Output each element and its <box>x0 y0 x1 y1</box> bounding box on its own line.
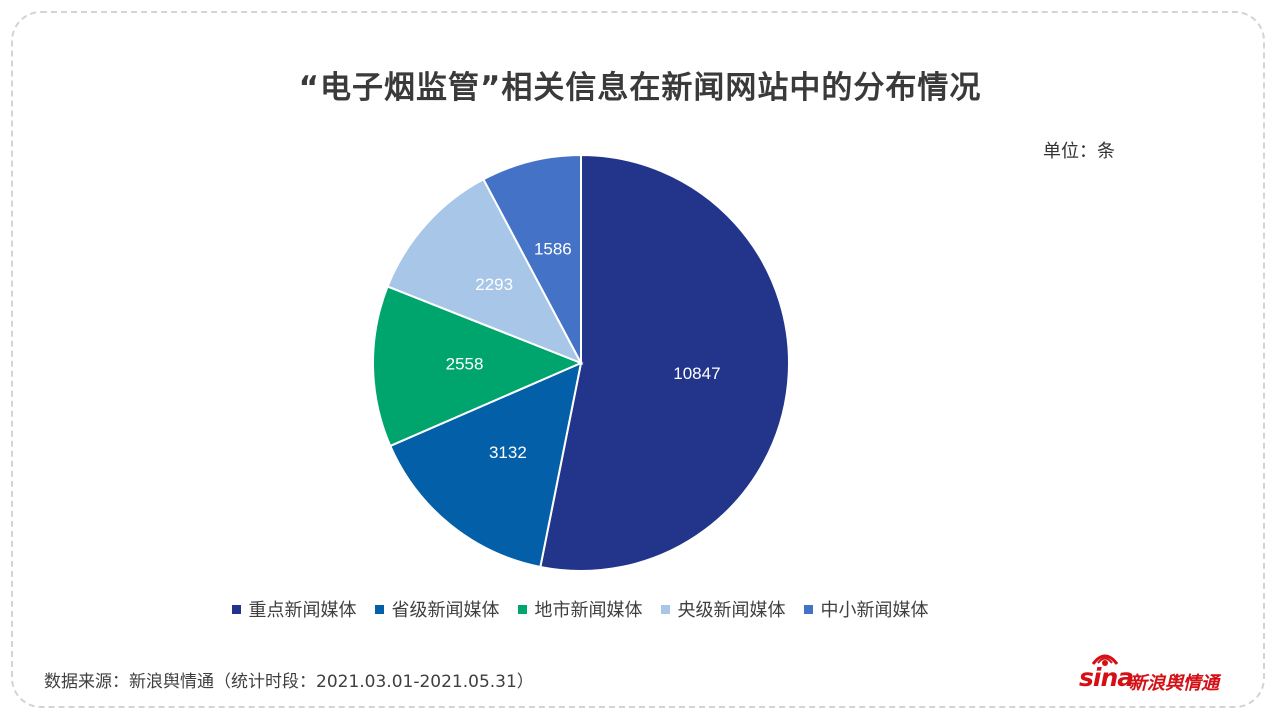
card-frame <box>11 11 1265 708</box>
logo-sina-text: sina <box>1079 663 1134 692</box>
pie-slice-dishi <box>372 285 584 448</box>
data-source-note: 数据来源：新浪舆情通（统计时段：2021.03.01-2021.05.31） <box>44 672 534 692</box>
pie-slice-yangji <box>386 177 584 365</box>
legend-item-zhongdian: 重点新闻媒体 <box>231 596 357 622</box>
data-label-zhongxiao: 1586 <box>534 239 572 258</box>
unit-label: 单位：条 <box>1043 141 1115 162</box>
eye-icon <box>1091 654 1119 666</box>
data-label-yangji: 2293 <box>475 275 513 294</box>
sina-yuqingtong-logo: sina 新浪舆情通 <box>1073 650 1243 696</box>
legend-swatch <box>517 604 527 614</box>
data-label-zhongdian: 10847 <box>673 364 720 383</box>
pie-slice-zhongxiao <box>482 153 582 364</box>
legend-item-yangji: 央级新闻媒体 <box>660 596 786 622</box>
pie-slice-shengji <box>388 361 583 569</box>
chart-title: “电子烟监管”相关信息在新闻网站中的分布情况 <box>298 70 982 106</box>
data-label-shengji: 3132 <box>489 443 527 462</box>
legend-swatch <box>374 604 384 614</box>
data-label-dishi: 2558 <box>446 354 484 373</box>
legend-item-zhongxiao: 中小新闻媒体 <box>803 596 929 622</box>
legend-label: 中小新闻媒体 <box>820 600 929 621</box>
logo-brand-text: 新浪舆情通 <box>1129 673 1219 694</box>
legend-swatch <box>231 604 241 614</box>
legend-label: 省级新闻媒体 <box>391 600 500 621</box>
legend-label: 地市新闻媒体 <box>534 600 643 621</box>
pie-slice-zhongdian <box>539 153 790 572</box>
legend-item-dishi: 地市新闻媒体 <box>517 596 643 622</box>
legend-label: 央级新闻媒体 <box>677 600 786 621</box>
legend-label: 重点新闻媒体 <box>248 600 357 621</box>
chart-legend: 重点新闻媒体 省级新闻媒体 地市新闻媒体 央级新闻媒体 中小新闻媒体 <box>0 596 1160 622</box>
legend-swatch <box>803 604 813 614</box>
legend-item-shengji: 省级新闻媒体 <box>374 596 500 622</box>
legend-swatch <box>660 604 670 614</box>
